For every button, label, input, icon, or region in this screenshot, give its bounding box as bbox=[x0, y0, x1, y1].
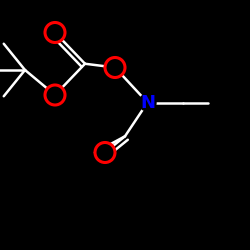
Circle shape bbox=[46, 86, 64, 104]
Circle shape bbox=[46, 24, 64, 41]
Circle shape bbox=[96, 144, 114, 161]
Circle shape bbox=[106, 59, 124, 76]
Text: N: N bbox=[140, 94, 155, 112]
Circle shape bbox=[139, 94, 156, 111]
